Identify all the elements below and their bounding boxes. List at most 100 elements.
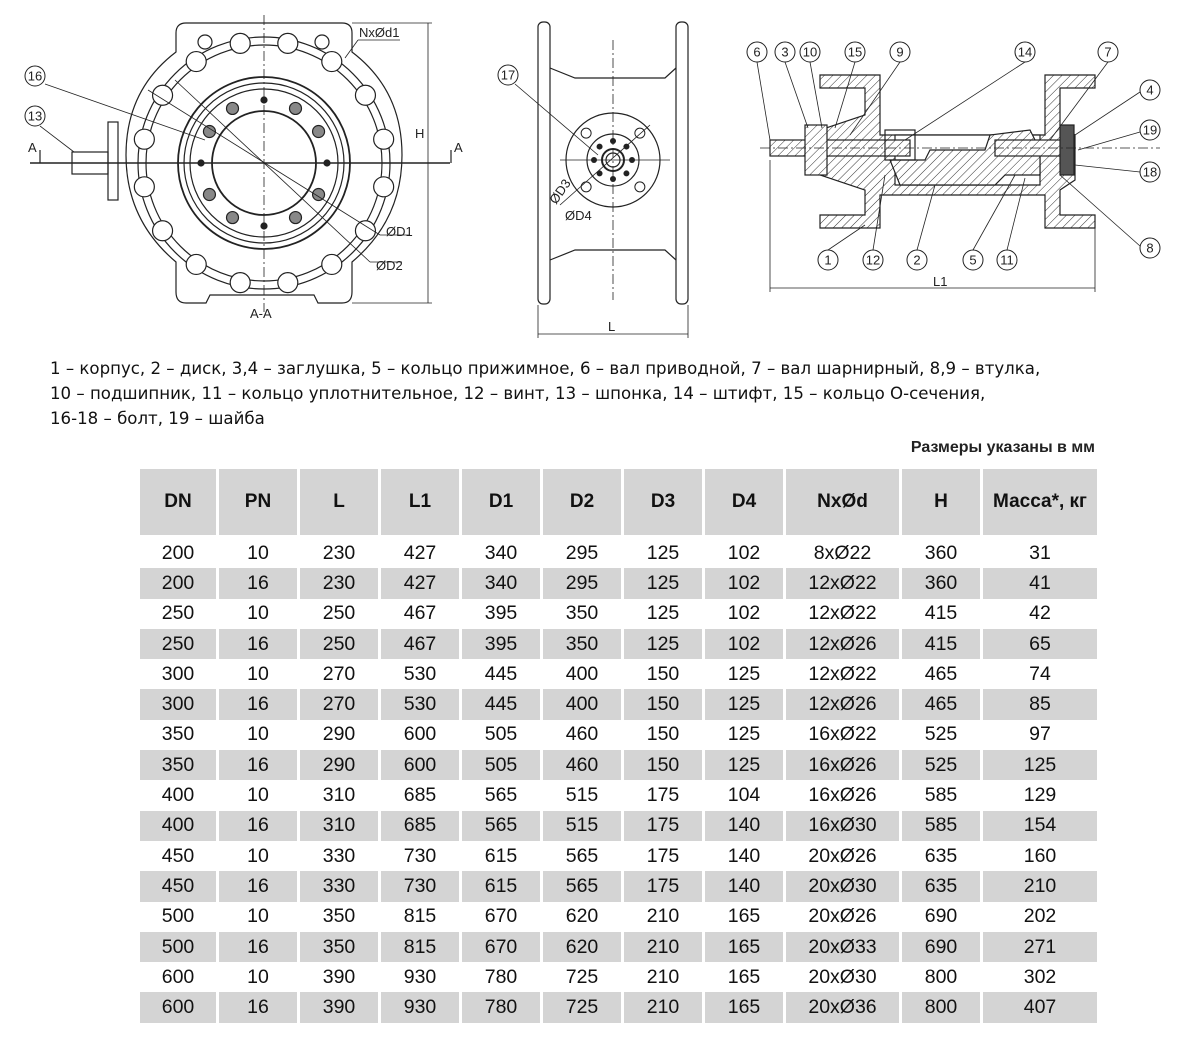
table-cell: 620 bbox=[543, 931, 621, 963]
table-cell: 407 bbox=[983, 992, 1097, 1023]
bolt-hole bbox=[133, 128, 155, 150]
callout-9: 9 bbox=[889, 41, 911, 63]
column-header: H bbox=[902, 469, 980, 538]
table-cell: 16xØ26 bbox=[786, 750, 899, 781]
callout-18: 18 bbox=[1139, 161, 1161, 183]
table-cell: 8xØ22 bbox=[813, 541, 872, 564]
disc-bolt bbox=[225, 210, 240, 225]
table-cell: 530 bbox=[403, 662, 437, 685]
table-cell: 200 bbox=[140, 568, 216, 599]
table-cell: 10 bbox=[247, 723, 269, 746]
table-cell: 42 bbox=[1029, 602, 1051, 625]
table-cell: 12xØ22 bbox=[808, 662, 877, 685]
table-cell: 20xØ33 bbox=[786, 931, 899, 963]
side-bolt bbox=[596, 170, 603, 177]
table-cell: 230 bbox=[322, 541, 356, 564]
table-cell: 20xØ36 bbox=[786, 992, 899, 1023]
table-cell: 10 bbox=[247, 541, 269, 564]
table-cell: 10 bbox=[247, 844, 269, 867]
dimensions-table: DN PN L L1 D1 D2 D3 D4 NxØd H Масса*, кг 200 10 230 4… bbox=[137, 469, 1100, 1023]
table-cell: 635 bbox=[924, 844, 958, 867]
table-cell: 250 bbox=[140, 628, 216, 660]
table-cell: 250 bbox=[322, 602, 356, 625]
table-cell: 525 bbox=[924, 723, 958, 746]
bolt-hole bbox=[321, 253, 343, 276]
table-cell: 210 bbox=[646, 905, 680, 928]
callout-13: 13 bbox=[24, 105, 46, 127]
table-cell: 450 bbox=[161, 844, 195, 867]
table-cell: 427 bbox=[381, 568, 459, 599]
table-cell: 400 bbox=[543, 689, 621, 720]
table-cell: 530 bbox=[381, 689, 459, 720]
table-cell: 600 bbox=[140, 992, 216, 1023]
table-cell: 16xØ22 bbox=[808, 723, 877, 746]
svg-text:19: 19 bbox=[1143, 123, 1157, 138]
table-cell: 427 bbox=[403, 541, 437, 564]
column-header: L1 bbox=[381, 469, 459, 538]
svg-text:8: 8 bbox=[1146, 241, 1153, 256]
table-cell: 815 bbox=[381, 931, 459, 963]
svg-text:15: 15 bbox=[848, 45, 862, 60]
disc-bolt bbox=[288, 210, 303, 225]
table-cell: 20xØ30 bbox=[786, 871, 899, 902]
table-cell: 730 bbox=[381, 871, 459, 902]
table-cell: 725 bbox=[565, 965, 599, 988]
callout-3: 3 bbox=[774, 41, 796, 63]
table-cell: 390 bbox=[300, 992, 378, 1023]
disc-bolt bbox=[202, 124, 217, 139]
table-cell: 310 bbox=[322, 784, 356, 807]
column-header: L bbox=[300, 469, 378, 538]
table-cell: 395 bbox=[462, 628, 540, 660]
table-cell: 800 bbox=[902, 992, 980, 1023]
table-row: 600 16 390 930 780 725 210 165 20xØ36 800 407 bbox=[140, 992, 1097, 1023]
disc-bolt bbox=[202, 187, 217, 202]
side-bolt bbox=[623, 170, 630, 177]
table-cell: 500 bbox=[140, 931, 216, 963]
table-cell: 150 bbox=[624, 750, 702, 781]
side-view bbox=[514, 21, 689, 338]
table-cell: 165 bbox=[727, 965, 761, 988]
table-row: 200 16 230 427 340 295 125 102 12xØ22 360 41 bbox=[140, 568, 1097, 599]
table-cell: 125 bbox=[983, 750, 1097, 781]
table-cell: 295 bbox=[543, 568, 621, 599]
disc-bolt bbox=[288, 101, 303, 116]
side-bolt bbox=[623, 143, 630, 150]
table-cell: 505 bbox=[484, 723, 518, 746]
svg-text:18: 18 bbox=[1143, 165, 1157, 180]
svg-text:16: 16 bbox=[28, 69, 42, 84]
callout-10: 10 bbox=[799, 41, 821, 63]
table-cell: 290 bbox=[322, 723, 356, 746]
callout-4: 4 bbox=[1139, 79, 1161, 101]
table-cell: 515 bbox=[543, 810, 621, 841]
table-cell: 400 bbox=[140, 810, 216, 841]
callout-15: 15 bbox=[844, 41, 866, 63]
table-cell: 150 bbox=[646, 662, 680, 685]
table-cell: 415 bbox=[902, 628, 980, 660]
table-cell: 10 bbox=[247, 784, 269, 807]
bolt-hole bbox=[151, 84, 174, 106]
table-cell: 10 bbox=[247, 662, 269, 685]
table-header-row: DN PN L L1 D1 D2 D3 D4 NxØd H Масса*, кг bbox=[140, 469, 1097, 538]
table-row: 450 16 330 730 615 565 175 140 20xØ30 635 210 bbox=[140, 871, 1097, 902]
units-note: Размеры указаны в мм bbox=[910, 439, 1095, 456]
table-row: 500 16 350 815 670 620 210 165 20xØ33 690 271 bbox=[140, 931, 1097, 963]
side-bolt bbox=[596, 143, 603, 150]
table-cell: 600 bbox=[161, 965, 195, 988]
table-cell: 340 bbox=[484, 541, 518, 564]
table-cell: 125 bbox=[624, 628, 702, 660]
bolt-hole bbox=[229, 272, 251, 294]
label-a-right: A bbox=[454, 140, 463, 155]
table-cell: 16 bbox=[219, 750, 297, 781]
table-cell: 350 bbox=[543, 628, 621, 660]
label-nxd1: NxØd1 bbox=[359, 25, 399, 40]
table-row: 400 16 310 685 565 515 175 140 16xØ30 585 154 bbox=[140, 810, 1097, 841]
table-cell: 104 bbox=[727, 784, 761, 807]
table-row: 350 10 290 600 505 460 150 125 16xØ22 525 97 bbox=[140, 720, 1097, 750]
table-cell: 460 bbox=[565, 723, 599, 746]
bolt-hole bbox=[373, 128, 395, 150]
column-header: DN bbox=[140, 469, 216, 538]
table-cell: 815 bbox=[403, 905, 437, 928]
svg-text:13: 13 bbox=[28, 109, 42, 124]
svg-text:9: 9 bbox=[896, 45, 903, 60]
front-view bbox=[30, 15, 452, 312]
